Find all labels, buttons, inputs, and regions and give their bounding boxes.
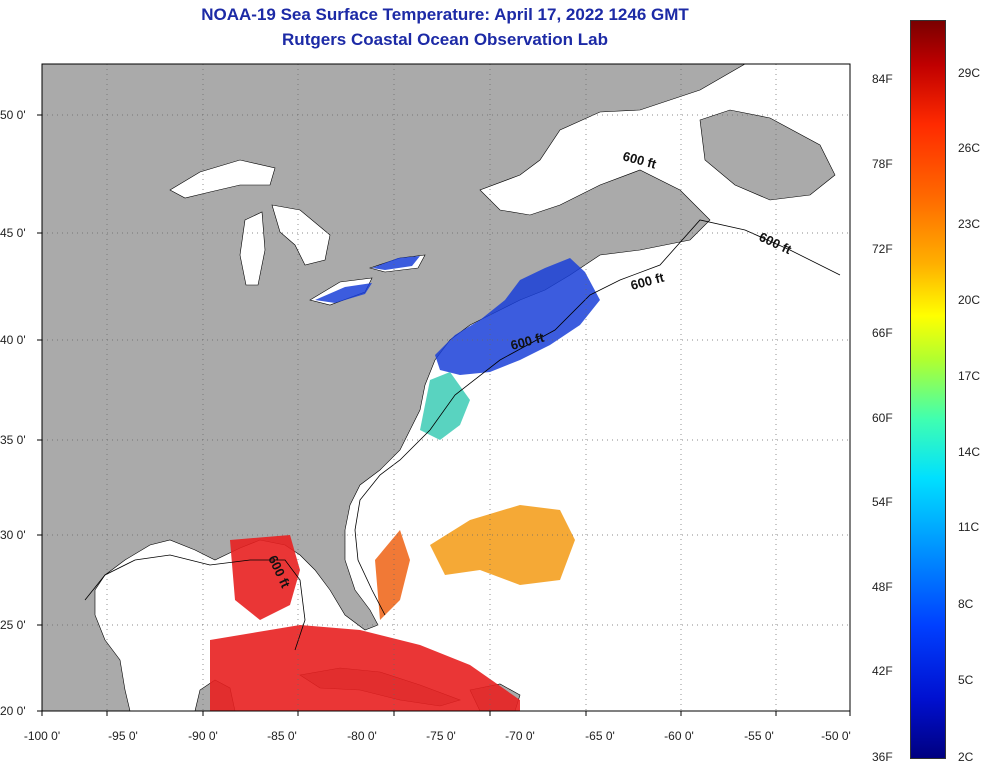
depth-contour-line <box>354 219 841 616</box>
y-tick-label: 50 0' <box>0 108 26 122</box>
gulf-stream-sst <box>430 505 575 585</box>
x-tick-label: -65 0' <box>585 729 615 743</box>
colorbar-c-label: 20C <box>958 293 981 307</box>
x-tick-label: -75 0' <box>426 729 456 743</box>
colorbar-c-label: 23C <box>958 217 981 231</box>
lake-huron <box>271 204 331 266</box>
colorbar-f-label: 78F <box>872 157 893 171</box>
map-border <box>41 63 851 712</box>
colorbar-c-label: 14C <box>958 445 981 459</box>
depth-contour-line-gulf <box>84 554 306 651</box>
colorbar-f-label: 36F <box>872 750 893 764</box>
temperature-colorbar <box>910 20 946 759</box>
colorbar-f-label: 54F <box>872 495 893 509</box>
y-tick-label: 40 0' <box>0 333 26 347</box>
x-tick-label: -50 0' <box>821 729 851 743</box>
colorbar-c-label: 26C <box>958 141 981 155</box>
colorbar-c-label: 2C <box>958 750 974 764</box>
x-tick-label: -80 0' <box>347 729 377 743</box>
colorbar-c-label: 11C <box>958 520 980 534</box>
x-tick-label: -90 0' <box>188 729 218 743</box>
newfoundland-land <box>699 109 836 201</box>
x-tick-label: -100 0' <box>24 729 60 743</box>
colorbar-c-label: 8C <box>958 597 974 611</box>
cold-sst-lake <box>315 283 372 303</box>
cool-sst-region <box>420 372 470 440</box>
x-axis-ticks <box>41 711 851 716</box>
map-subtitle: Rutgers Coastal Ocean Observation Lab <box>282 30 608 49</box>
x-tick-label: -95 0' <box>108 729 138 743</box>
cold-sst-region <box>435 258 600 375</box>
colorbar-c-label: 29C <box>958 66 981 80</box>
map-title: NOAA-19 Sea Surface Temperature: April 1… <box>201 5 689 24</box>
cold-sst-lake-2 <box>372 256 420 270</box>
colorbar-f-label: 84F <box>872 72 893 86</box>
colorbar-f-label: 42F <box>872 664 893 678</box>
lake-michigan <box>239 211 266 286</box>
colorbar-f-label: 66F <box>872 326 893 340</box>
colorbar-f-label: 60F <box>872 411 893 425</box>
colorbar-f-label: 72F <box>872 242 893 256</box>
x-tick-label: -85 0' <box>267 729 297 743</box>
x-tick-label: -60 0' <box>664 729 694 743</box>
colorbar-f-label: 48F <box>872 580 893 594</box>
y-tick-label: 30 0' <box>0 528 26 542</box>
warm-sst-caribbean <box>210 625 520 711</box>
colorbar-c-label: 5C <box>958 673 974 687</box>
colorbar-c-label: 17C <box>958 369 981 383</box>
warm-sst-gulf <box>230 535 300 620</box>
x-tick-label: -70 0' <box>505 729 535 743</box>
y-tick-label: 25 0' <box>0 618 26 632</box>
y-axis-ticks <box>37 114 42 712</box>
gulf-stream-sst-2 <box>375 530 410 620</box>
x-tick-label: -55 0' <box>744 729 774 743</box>
lake-superior <box>169 159 276 199</box>
y-tick-label: 35 0' <box>0 433 26 447</box>
y-tick-label: 45 0' <box>0 226 26 240</box>
north-america-land <box>42 64 746 711</box>
y-tick-label: 20 0' <box>0 704 26 718</box>
